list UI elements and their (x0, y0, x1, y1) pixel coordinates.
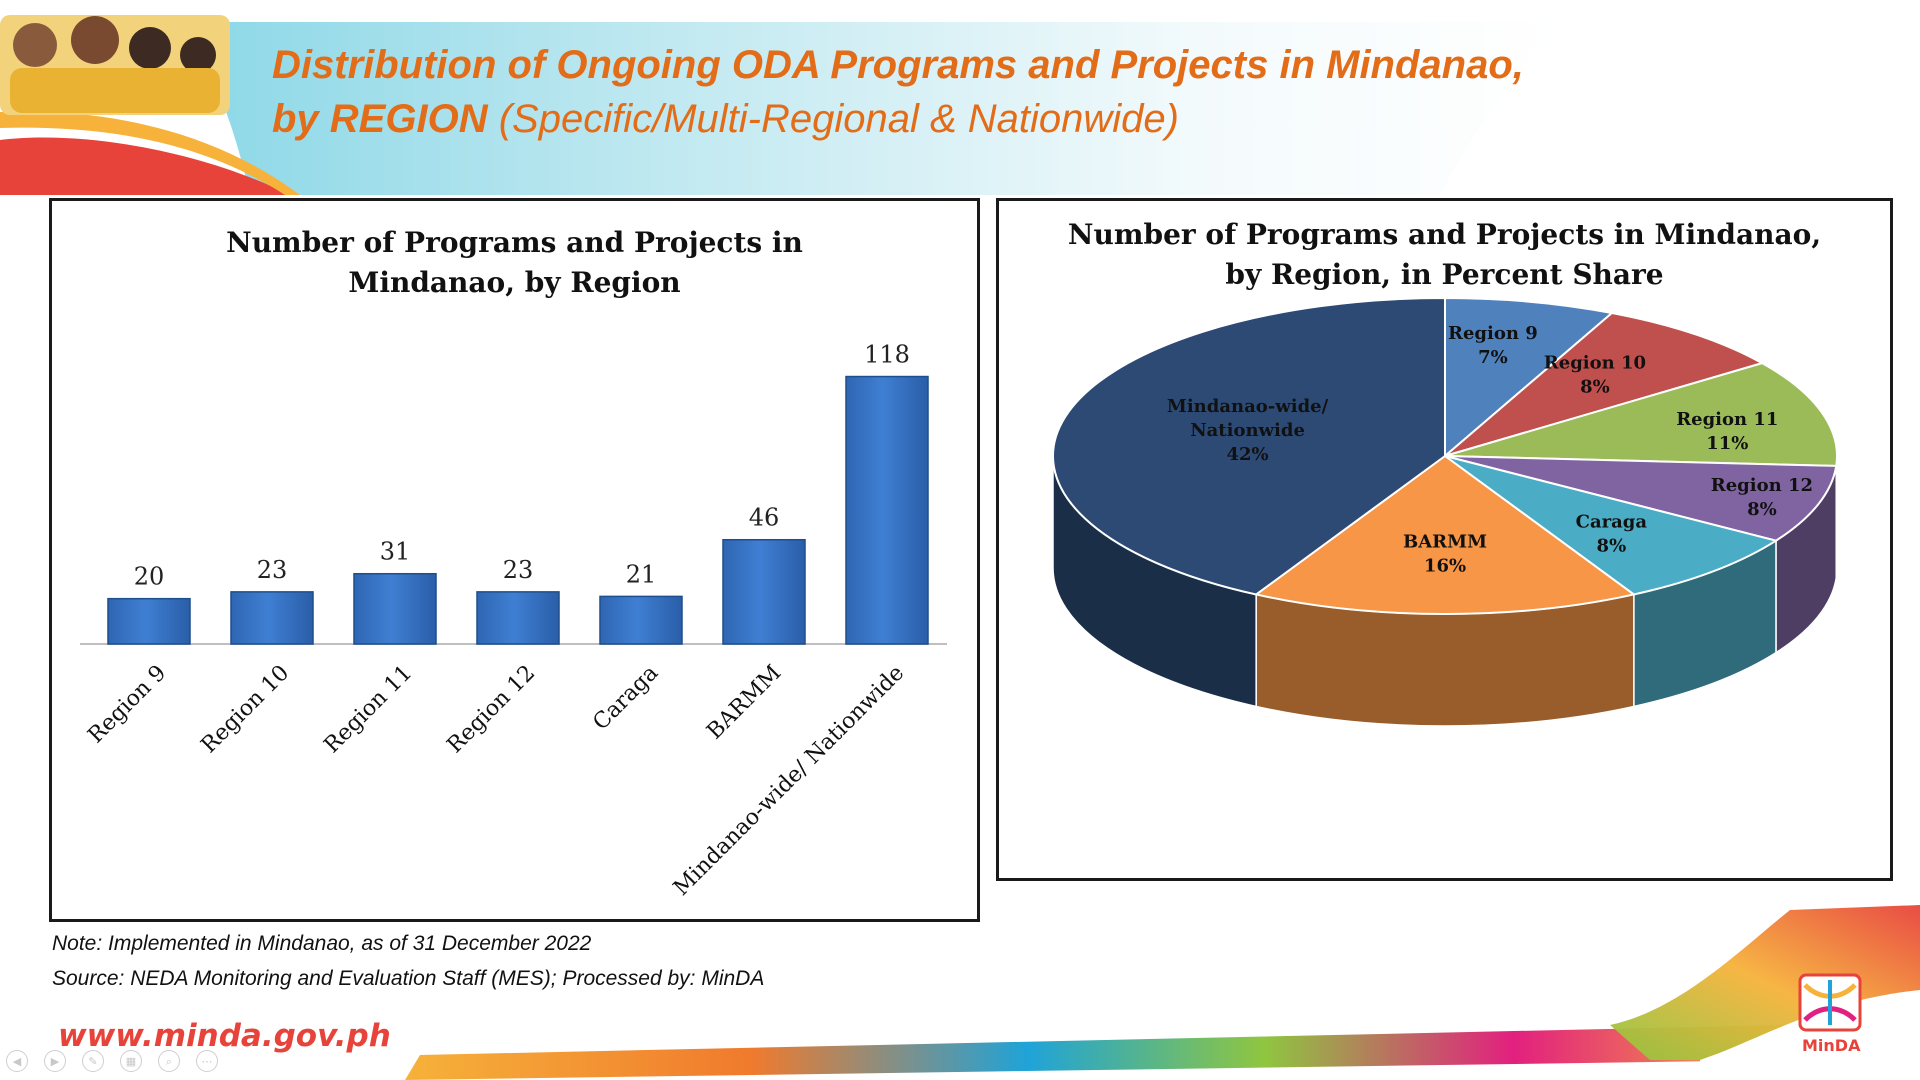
bar-category-label: BARMM (702, 661, 786, 745)
pie-slice-label: Region 11 11% (1676, 409, 1778, 454)
pie-slice (1444, 296, 1615, 459)
bar-value-label: 46 (749, 504, 780, 532)
bar (230, 591, 314, 645)
bar-category-label: Mindanao-wide/ Nationwide (669, 661, 909, 901)
pie-chart-panel: Number of Programs and Projects in Minda… (996, 198, 1893, 881)
bar (599, 595, 683, 645)
pie-chart: Region 9 7% Region 10 8% Region 11 11% Region … (1052, 296, 1838, 727)
bar-value-label: 118 (864, 341, 910, 369)
pie-slice (1253, 454, 1637, 615)
pie-slice (1444, 362, 1838, 467)
bar (476, 591, 560, 645)
bar (107, 597, 191, 645)
pie-chart-title: Number of Programs and Projects in Minda… (999, 215, 1890, 295)
bar-chart: 20 Region 9 23 Region 10 31 Region 11 23 Region… (80, 341, 947, 901)
bar (353, 572, 437, 645)
pie-slice (1444, 311, 1765, 457)
chart-note: Note: Implemented in Mindanao, as of 31 … (52, 932, 592, 955)
bar-value-label: 31 (380, 538, 411, 566)
bar-chart-title-line2: Mindanao, by Region (348, 266, 681, 299)
more-options-icon[interactable]: ⋯ (196, 1050, 218, 1072)
pie-slice-label: Region 12 8% (1711, 475, 1813, 520)
bar-category-label: Caraga (588, 661, 663, 736)
pen-tool-icon[interactable]: ✎ (82, 1050, 104, 1072)
slides-grid-icon[interactable]: ▦ (120, 1050, 142, 1072)
pie-slice (1444, 455, 1779, 596)
slide-title-line2-rest: (Specific/Multi-Regional & Nationwide) (487, 97, 1179, 141)
bar-chart-panel: Number of Programs and Projects in Minda… (49, 198, 980, 922)
bar-category-label: Region 11 (320, 661, 418, 759)
bar-category-label: Region 10 (197, 661, 295, 759)
pie-slice (1444, 455, 1838, 542)
website-link[interactable]: www.minda.gov.ph (58, 1018, 391, 1054)
slide-title-line2-bold: by REGION (272, 97, 488, 141)
pie-chart-title-line1: Number of Programs and Projects in Minda… (1067, 218, 1822, 251)
pie-slice-label: Mindanao-wide/Nationwide 42% (1167, 396, 1329, 465)
pie-slice-label: Region 10 8% (1544, 352, 1646, 397)
bar-value-label: 23 (503, 556, 534, 584)
pie-top-faces (1052, 296, 1838, 615)
header-photo (0, 15, 230, 115)
bar-value-label: 23 (257, 556, 288, 584)
chart-source: Source: NEDA Monitoring and Evaluation S… (52, 967, 765, 990)
minda-logo-label: MinDA (1802, 1036, 1861, 1055)
next-slide-icon[interactable]: ▶ (44, 1050, 66, 1072)
pie-side-walls (1052, 455, 1838, 727)
pie-slice-label: Region 9 7% (1448, 323, 1538, 368)
pie-slice-label: BARMM 16% (1403, 532, 1487, 577)
bar-chart-title-line1: Number of Programs and Projects in (226, 226, 803, 259)
bar (845, 375, 929, 645)
minda-logo (1798, 973, 1862, 1032)
prev-slide-icon[interactable]: ◀ (6, 1050, 28, 1072)
slide-title-line1: Distribution of Ongoing ODA Programs and… (272, 43, 1524, 87)
bar-category-label: Region 9 (83, 661, 171, 749)
zoom-icon[interactable]: ⌕ (158, 1050, 180, 1072)
bar-value-label: 20 (134, 563, 165, 591)
pie-slice (1052, 296, 1446, 596)
bar (722, 538, 806, 645)
slide-title: Distribution of Ongoing ODA Programs and… (272, 38, 1524, 146)
pie-slice-label: Caraga 8% (1576, 511, 1648, 556)
pie-chart-title-line2: by Region, in Percent Share (1225, 258, 1664, 291)
bar-category-label: Region 12 (443, 661, 541, 759)
bar-chart-title: Number of Programs and Projects in Minda… (52, 223, 977, 303)
bar-value-label: 21 (626, 560, 657, 588)
